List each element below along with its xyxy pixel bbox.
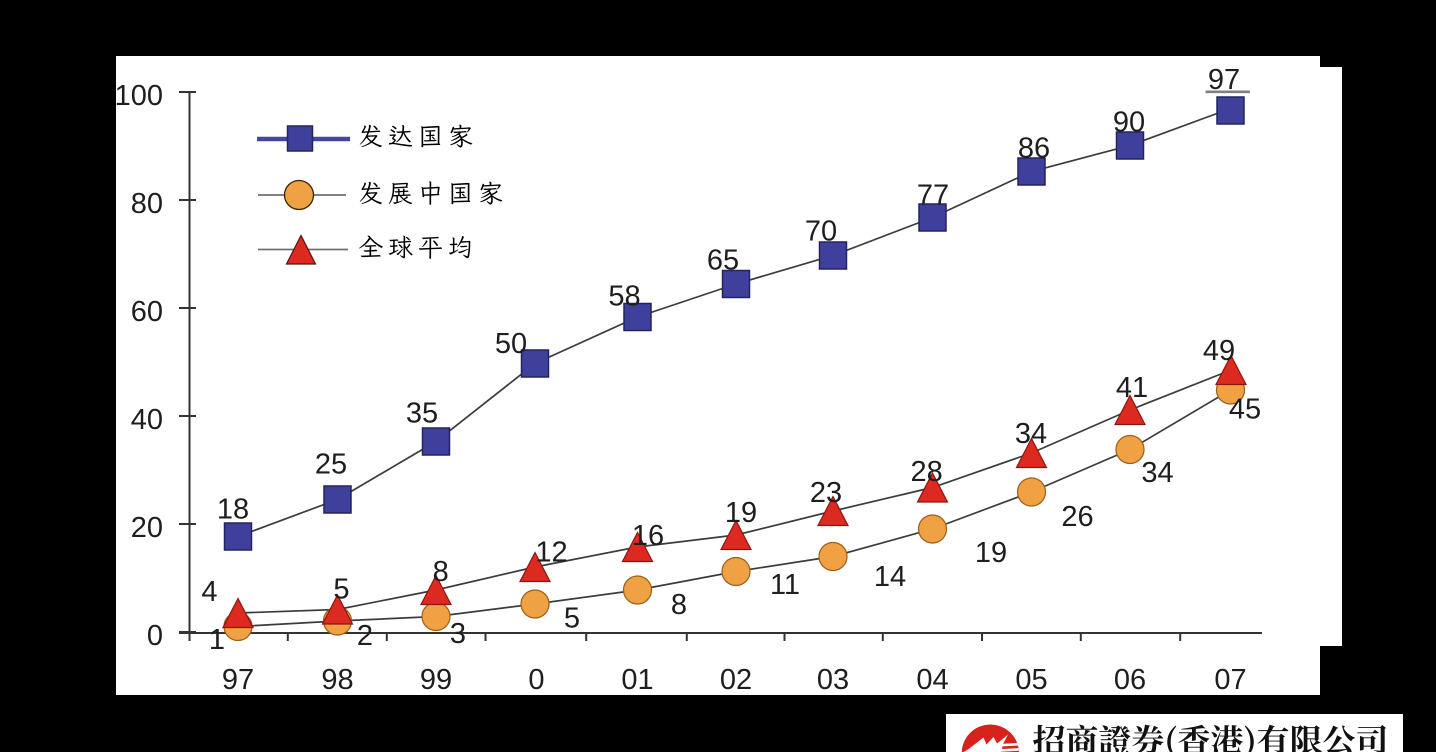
- svg-text:35: 35: [406, 398, 438, 430]
- svg-text:16: 16: [632, 520, 664, 552]
- svg-text:80: 80: [131, 188, 163, 220]
- svg-text:49: 49: [1203, 335, 1235, 367]
- svg-text:19: 19: [975, 537, 1007, 569]
- svg-text:18: 18: [217, 494, 249, 526]
- svg-text:58: 58: [608, 281, 640, 313]
- svg-text:90: 90: [1113, 107, 1145, 139]
- svg-text:全球平均: 全球平均: [358, 231, 478, 264]
- svg-text:20: 20: [131, 512, 163, 544]
- svg-text:26: 26: [1061, 501, 1093, 533]
- svg-text:14: 14: [874, 561, 906, 593]
- svg-text:40: 40: [131, 404, 163, 436]
- svg-text:34: 34: [1141, 457, 1173, 489]
- svg-text:99: 99: [420, 664, 452, 696]
- svg-text:07: 07: [1214, 664, 1246, 696]
- svg-text:5: 5: [564, 603, 580, 635]
- svg-text:0: 0: [147, 620, 163, 652]
- svg-text:11: 11: [770, 569, 800, 601]
- svg-text:100: 100: [115, 80, 163, 112]
- svg-text:60: 60: [131, 296, 163, 328]
- svg-text:5: 5: [333, 574, 349, 606]
- svg-text:01: 01: [621, 664, 653, 696]
- svg-text:04: 04: [916, 664, 948, 696]
- svg-text:2: 2: [357, 620, 373, 652]
- svg-text:77: 77: [917, 180, 949, 212]
- svg-text:97: 97: [1208, 64, 1240, 96]
- svg-text:招商證券(香港)有限公司: 招商證券(香港)有限公司: [1033, 716, 1389, 752]
- svg-text:45: 45: [1229, 394, 1261, 426]
- svg-text:25: 25: [315, 449, 347, 481]
- svg-text:28: 28: [910, 456, 942, 488]
- svg-text:19: 19: [725, 497, 757, 529]
- svg-text:70: 70: [805, 216, 837, 248]
- svg-text:97: 97: [222, 664, 254, 696]
- svg-text:发展中国家: 发展中国家: [358, 177, 508, 210]
- svg-text:03: 03: [817, 664, 849, 696]
- svg-text:41: 41: [1116, 372, 1148, 404]
- svg-text:8: 8: [671, 589, 687, 621]
- svg-text:1: 1: [209, 624, 225, 656]
- svg-text:50: 50: [495, 328, 527, 360]
- svg-text:05: 05: [1015, 664, 1047, 696]
- svg-text:86: 86: [1018, 133, 1050, 165]
- svg-text:23: 23: [810, 477, 842, 509]
- svg-text:02: 02: [720, 664, 752, 696]
- svg-text:34: 34: [1015, 418, 1047, 450]
- svg-text:06: 06: [1114, 664, 1146, 696]
- svg-text:0: 0: [528, 664, 544, 696]
- svg-text:8: 8: [433, 556, 449, 588]
- svg-text:发达国家: 发达国家: [358, 120, 478, 153]
- svg-text:3: 3: [450, 618, 466, 650]
- svg-text:98: 98: [321, 664, 353, 696]
- svg-text:12: 12: [535, 537, 567, 569]
- svg-text:4: 4: [201, 576, 217, 608]
- svg-text:65: 65: [707, 245, 739, 277]
